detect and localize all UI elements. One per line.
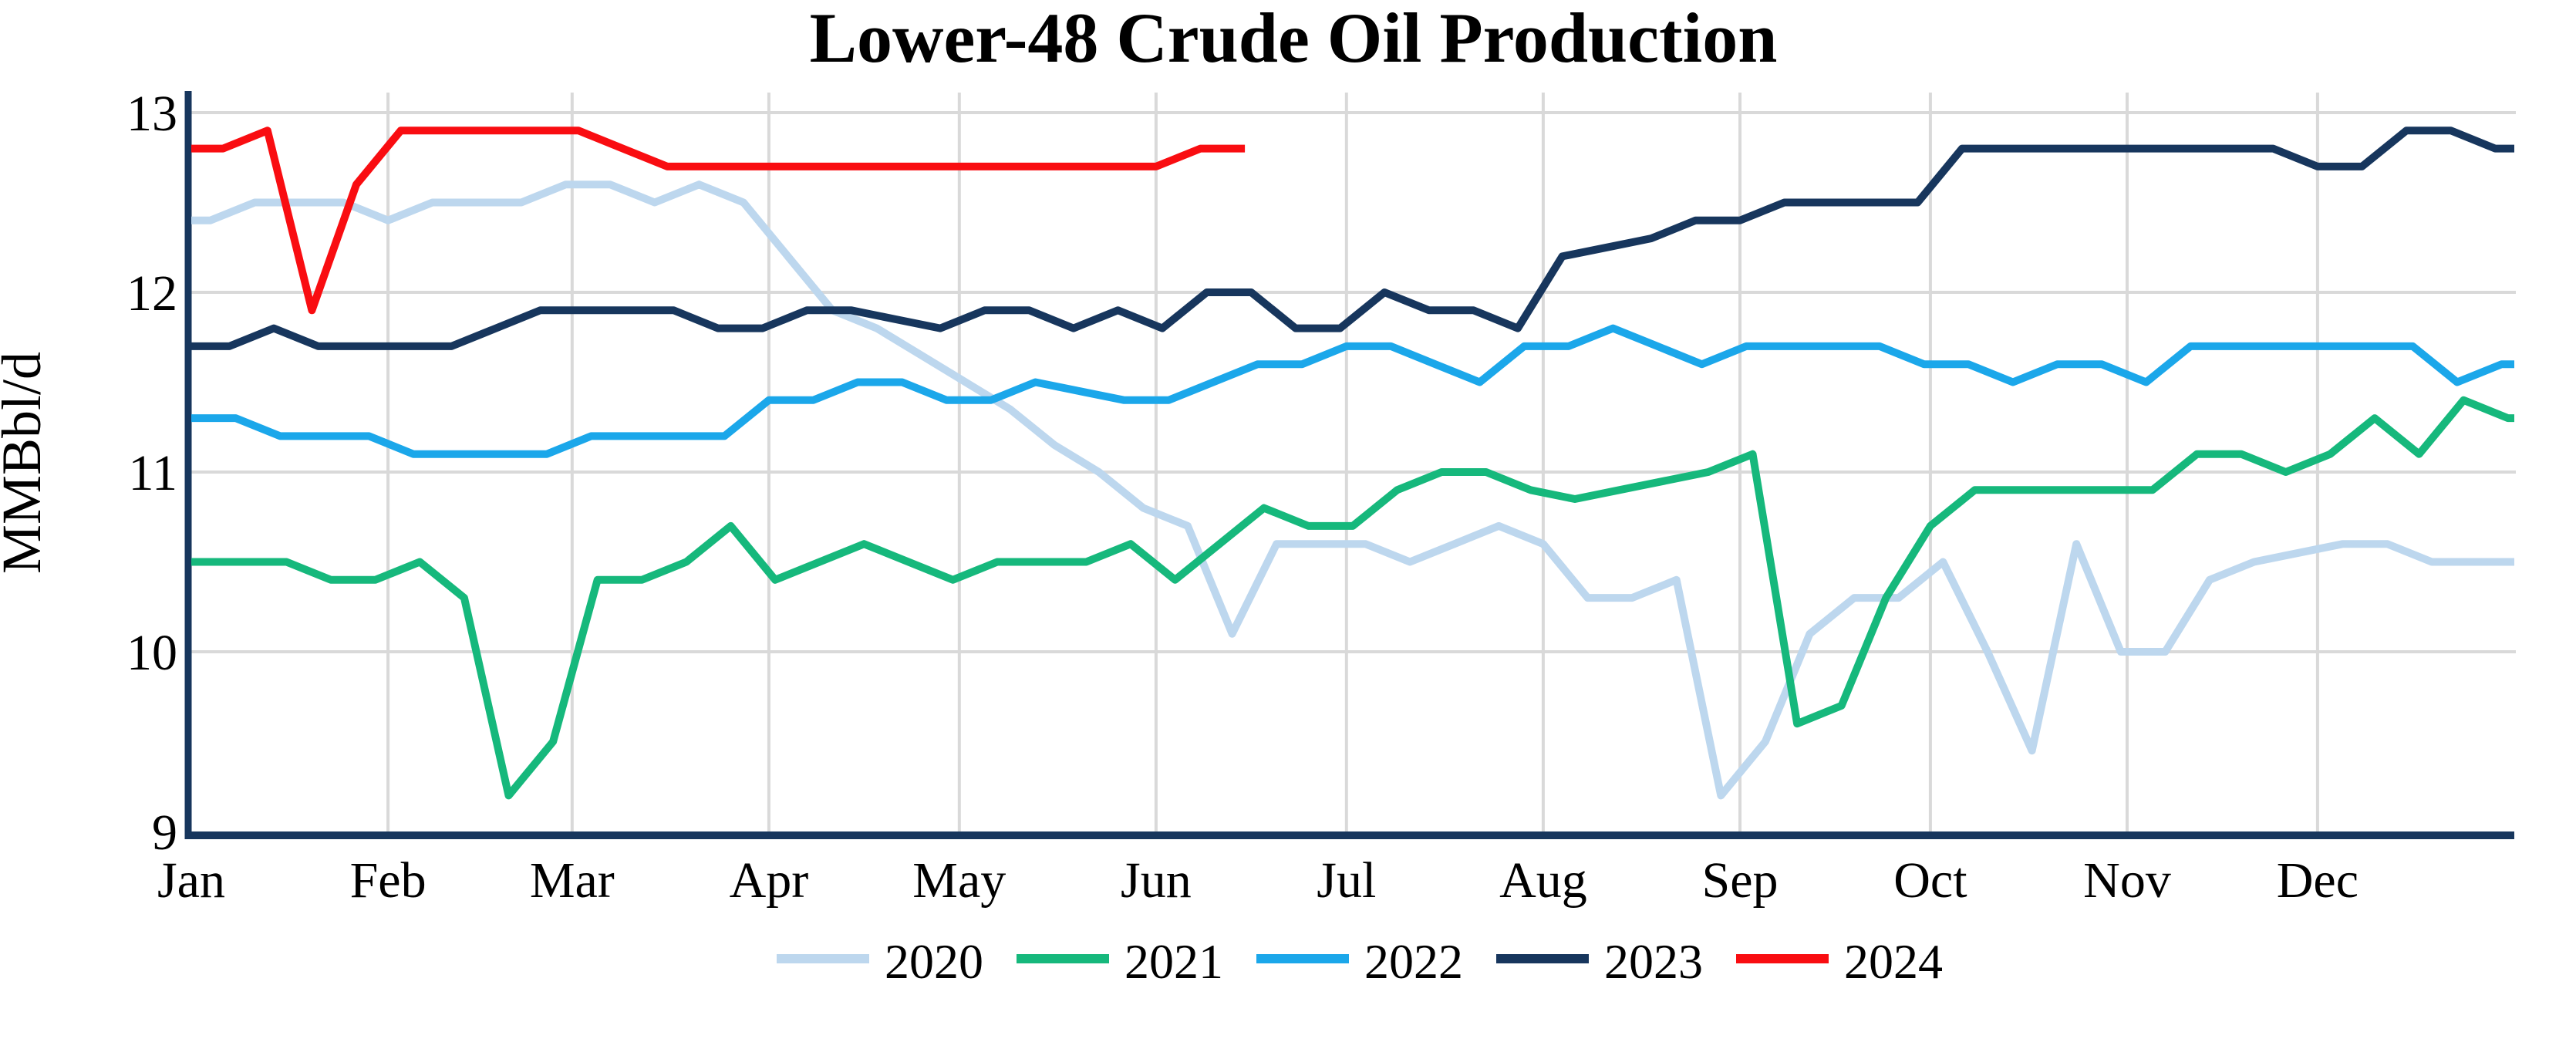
y-tick-label-11: 11	[128, 445, 177, 501]
legend-item-2024: 2024	[1736, 934, 1943, 989]
y-tick-label-9: 9	[152, 804, 177, 861]
y-tick-labels: 9 10 11 12 13	[126, 86, 177, 861]
y-tick-label-13: 13	[126, 86, 177, 142]
data-series	[191, 126, 2514, 800]
x-tick-label-May: May	[912, 852, 1006, 909]
series-line-2020	[191, 180, 2514, 800]
legend-swatch-2020	[777, 954, 869, 963]
legend-item-2020: 2020	[777, 934, 983, 989]
legend: 2020 2021 2022 2023 2024	[777, 934, 1943, 989]
series-line-2021	[191, 396, 2514, 800]
legend-swatch-2023	[1496, 954, 1589, 963]
x-tick-label-Feb: Feb	[350, 852, 427, 909]
series-line-2022	[191, 324, 2514, 458]
legend-item-2023: 2023	[1496, 934, 1703, 989]
y-axis-title: MMBbl/d	[0, 352, 52, 574]
gridlines	[191, 93, 2516, 831]
x-tick-label-Nov: Nov	[2083, 852, 2171, 909]
chart-title: Lower-48 Crude Oil Production	[810, 0, 1778, 77]
legend-item-2021: 2021	[1017, 934, 1223, 989]
y-tick-label-10: 10	[126, 625, 177, 681]
legend-swatch-2022	[1256, 954, 1349, 963]
x-tick-label-Jun: Jun	[1121, 852, 1192, 909]
legend-swatch-2021	[1017, 954, 1109, 963]
series-line-2023	[191, 126, 2514, 350]
x-tick-label-Aug: Aug	[1499, 852, 1587, 909]
x-tick-label-Dec: Dec	[2277, 852, 2359, 909]
legend-label-2020: 2020	[885, 934, 983, 989]
legend-swatch-2024	[1736, 954, 1829, 963]
legend-label-2024: 2024	[1844, 934, 1943, 989]
x-tick-label-Apr: Apr	[730, 852, 809, 909]
y-tick-label-12: 12	[126, 265, 177, 322]
x-tick-label-Sep: Sep	[1702, 852, 1779, 909]
x-tick-label-Jan: Jan	[157, 852, 225, 909]
legend-label-2022: 2022	[1364, 934, 1463, 989]
x-tick-labels: Jan Feb Mar Apr May Jun Jul Aug Sep Oct Nov Dec	[157, 852, 2359, 909]
legend-label-2023: 2023	[1604, 934, 1703, 989]
series-line-2024	[191, 126, 1246, 315]
x-tick-label-Mar: Mar	[530, 852, 615, 909]
x-tick-label-Oct: Oct	[1893, 852, 1967, 909]
legend-label-2021: 2021	[1124, 934, 1223, 989]
legend-item-2022: 2022	[1256, 934, 1463, 989]
x-tick-label-Jul: Jul	[1317, 852, 1376, 909]
